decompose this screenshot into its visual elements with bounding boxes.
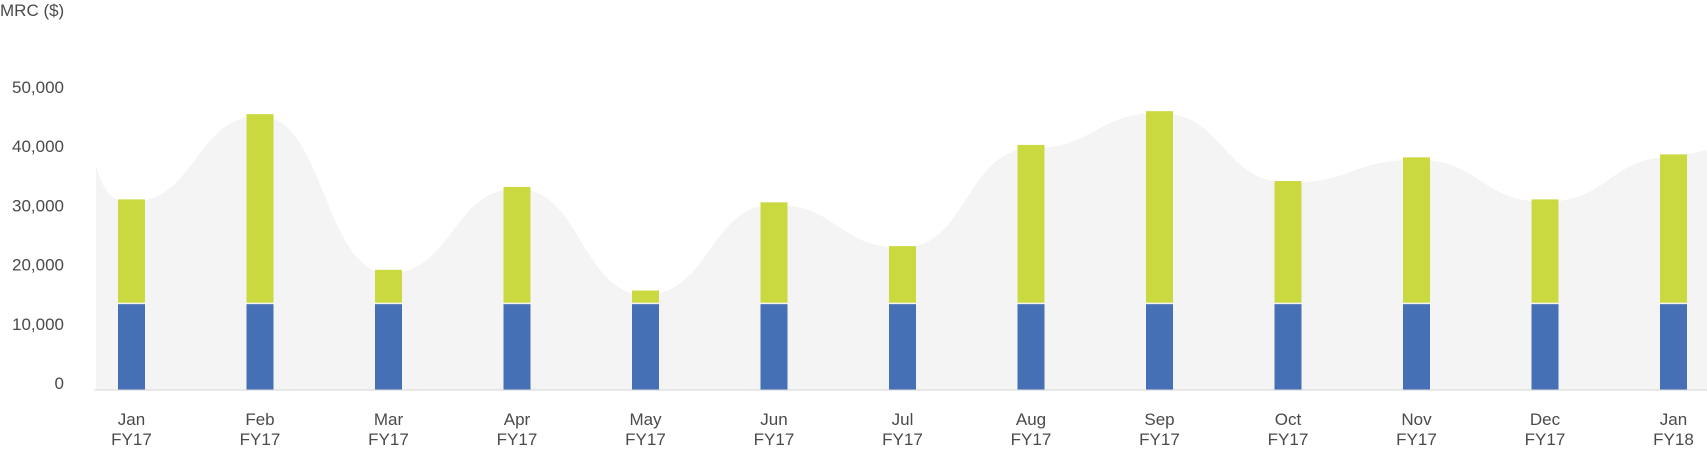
y-tick-label: 10,000 (12, 315, 64, 334)
x-tick-month: Apr (504, 410, 531, 429)
y-tick-label: 20,000 (12, 256, 64, 275)
bar-segment-top (1017, 144, 1045, 303)
x-tick-fiscal-year: FY17 (1139, 430, 1180, 449)
bar-segment-base (503, 304, 531, 390)
x-tick-fiscal-year: FY17 (882, 430, 923, 449)
x-tick-fiscal-year: FY17 (497, 430, 538, 449)
bar-segment-top (375, 269, 402, 303)
x-tick-month: Feb (245, 410, 274, 429)
y-tick-label: 50,000 (12, 78, 64, 97)
bar-segment-base (1146, 304, 1173, 390)
bar-segment-top (1274, 181, 1302, 303)
x-tick-fiscal-year: FY17 (1525, 430, 1566, 449)
bar-segment-top (503, 186, 531, 303)
bar-segment-top (889, 246, 916, 303)
bar-segment-base (1531, 304, 1559, 390)
bar-segment-base (375, 304, 402, 390)
x-tick-month: Oct (1275, 410, 1302, 429)
bar-segment-base (760, 304, 788, 390)
x-tick-fiscal-year: FY17 (368, 430, 409, 449)
bar-segment-base (246, 304, 274, 390)
x-tick-month: Sep (1144, 410, 1174, 429)
bar-segment-top (246, 114, 274, 303)
bar-segment-base (1017, 304, 1045, 390)
bar-segment-base (632, 304, 659, 390)
bar-segment-top (632, 290, 659, 303)
bar-segment-base (1274, 304, 1302, 390)
x-tick-month: Jul (892, 410, 914, 429)
x-tick-fiscal-year: FY17 (1268, 430, 1309, 449)
y-tick-label: 40,000 (12, 137, 64, 156)
x-tick-month: Jan (1660, 410, 1687, 429)
bar-segment-base (1660, 304, 1687, 390)
x-tick-month: Jan (118, 410, 145, 429)
x-tick-fiscal-year: FY17 (240, 430, 281, 449)
bar-segment-top (1660, 154, 1687, 303)
x-tick-fiscal-year: FY18 (1653, 430, 1694, 449)
bar-layer (118, 111, 1687, 390)
bar-segment-base (889, 304, 916, 390)
x-tick-fiscal-year: FY17 (111, 430, 152, 449)
y-tick-label: 30,000 (12, 196, 64, 215)
x-tick-month: Jun (760, 410, 787, 429)
x-tick-fiscal-year: FY17 (1011, 430, 1052, 449)
x-tick-fiscal-year: FY17 (625, 430, 666, 449)
x-tick-fiscal-year: FY17 (1396, 430, 1437, 449)
bar-segment-top (1403, 157, 1430, 303)
bar-segment-base (1403, 304, 1430, 390)
bar-segment-top (760, 202, 788, 303)
x-tick-fiscal-year: FY17 (754, 430, 795, 449)
bar-segment-top (1146, 111, 1173, 303)
y-axis-label: MRC ($) (0, 1, 64, 20)
bar-segment-base (118, 304, 145, 390)
bar-segment-top (1531, 199, 1559, 303)
x-tick-month: Mar (374, 410, 404, 429)
y-tick-labels: 0 10,000 20,000 30,000 40,000 50,000 (12, 78, 64, 393)
bar-segment-top (118, 199, 145, 303)
y-tick-label: 0 (55, 374, 64, 393)
x-tick-month: May (629, 410, 662, 429)
x-tick-month: Dec (1530, 410, 1561, 429)
x-tick-month: Aug (1016, 410, 1046, 429)
x-tick-month: Nov (1401, 410, 1432, 429)
x-tick-labels: JanFY17FebFY17MarFY17AprFY17MayFY17JunFY… (111, 410, 1694, 449)
